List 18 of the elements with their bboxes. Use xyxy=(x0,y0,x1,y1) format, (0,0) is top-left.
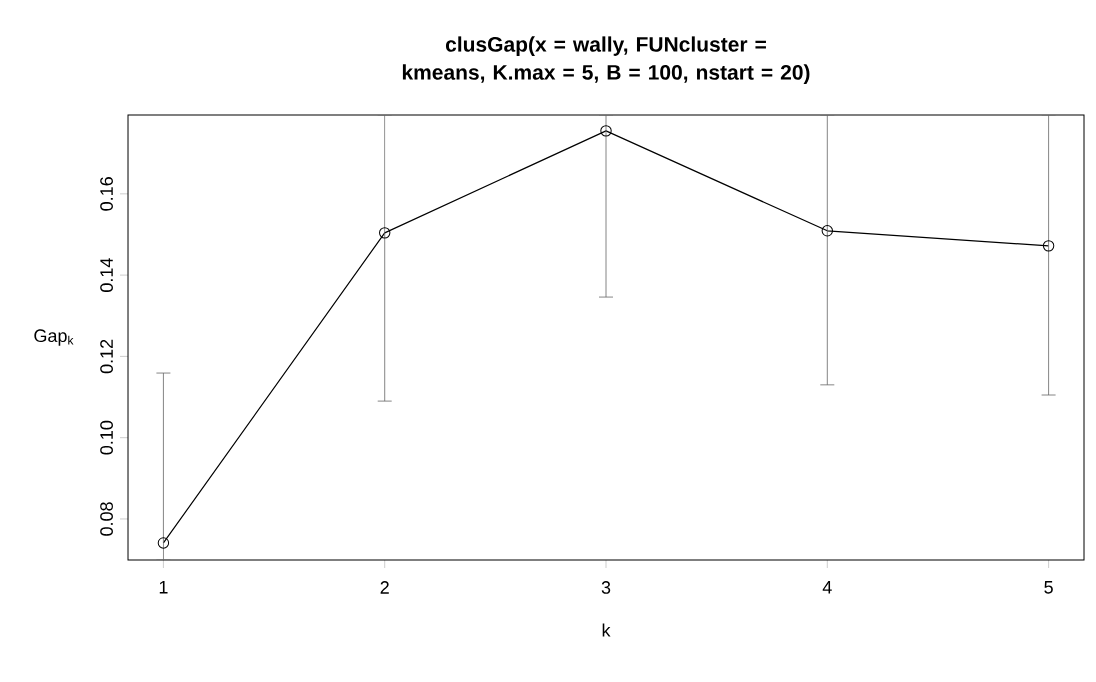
y-axis-title: Gap$_{k}$ xyxy=(34,329,74,346)
point xyxy=(600,125,612,137)
x-tick-label: 3 xyxy=(601,581,611,594)
point xyxy=(157,537,170,549)
x-axis-title: k xyxy=(602,623,611,637)
x-tick-label: 4 xyxy=(822,581,832,594)
y-tick-label: 0.16 xyxy=(100,177,113,211)
y-tick-label: 0.14 xyxy=(100,258,113,292)
point xyxy=(1042,240,1055,252)
y-tick-label: 0.10 xyxy=(100,420,113,455)
x-tick-label: 2 xyxy=(380,581,389,594)
y-tick-label: 0.08 xyxy=(100,502,113,536)
chart-title: clusGap(x = wally, FUNcluster = kmeans, K.max = 5, B = 100, nstart = 20) xyxy=(402,36,810,84)
point xyxy=(821,225,833,237)
x-tick-label: 5 xyxy=(1044,581,1053,594)
point xyxy=(379,227,391,239)
y-tick-label: 0.12 xyxy=(100,339,113,374)
x-tick-label: 1 xyxy=(159,581,168,594)
